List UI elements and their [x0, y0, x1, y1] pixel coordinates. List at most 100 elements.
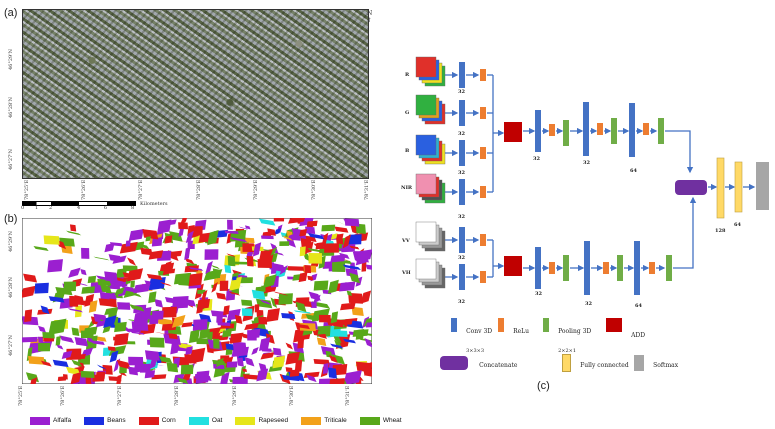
map-parcel	[181, 322, 193, 328]
map-parcel	[261, 235, 274, 240]
conv3d-block	[583, 102, 589, 156]
map-parcel	[224, 230, 239, 234]
map-parcel	[335, 233, 344, 245]
map-parcel	[184, 246, 191, 260]
x-tick: 78°29'E	[232, 385, 238, 406]
x-tick: 78°27'E	[138, 179, 144, 200]
input-image-stack	[415, 56, 437, 78]
pooling3d-block	[563, 255, 569, 281]
map-parcel	[327, 279, 339, 294]
map-parcel	[260, 351, 275, 360]
input-label-vv: VV	[402, 238, 410, 244]
map-parcel	[168, 333, 178, 340]
map-parcel	[246, 255, 254, 267]
scale-tick: 2	[49, 205, 53, 211]
map-parcel	[104, 306, 119, 316]
y-tick: 46°27'N	[8, 335, 14, 356]
add-swatch	[606, 318, 622, 332]
map-parcel	[242, 243, 255, 253]
map-parcel	[119, 366, 127, 374]
map-parcel	[148, 250, 164, 260]
legend-item-triticale: Triticale	[301, 410, 347, 429]
map-parcel	[85, 376, 92, 384]
legend-label: Wheat	[382, 417, 402, 424]
map-parcel	[171, 314, 186, 328]
map-parcel	[234, 261, 251, 265]
map-parcel	[285, 342, 293, 350]
pooling3d-block	[658, 118, 664, 144]
map-parcel	[114, 287, 125, 296]
map-parcel	[356, 249, 372, 262]
relu-block	[549, 124, 555, 136]
map-parcel	[340, 302, 356, 311]
legend-item-wheat: Wheat	[359, 410, 402, 429]
map-parcel	[146, 273, 163, 281]
map-parcel	[270, 246, 278, 256]
map-parcel	[299, 228, 308, 237]
map-parcel	[78, 282, 88, 287]
map-parcel	[342, 264, 361, 270]
map-parcel	[223, 305, 230, 316]
connector-arrow	[673, 196, 697, 269]
map-parcel	[129, 304, 145, 312]
x-tick: 78°26'E	[81, 179, 87, 200]
map-parcel	[258, 316, 268, 325]
map-parcel	[291, 235, 301, 241]
conv-label: Conv 3D	[466, 328, 493, 335]
conv3d-block	[459, 100, 465, 126]
relu-block	[480, 234, 486, 246]
map-parcel	[43, 235, 60, 245]
map-parcel	[331, 354, 346, 365]
map-parcel	[99, 284, 112, 294]
map-parcel	[249, 328, 261, 339]
map-parcel	[331, 330, 348, 337]
y-tick: 46°28'N	[8, 97, 14, 118]
map-parcel	[330, 233, 338, 240]
map-parcel	[48, 296, 65, 303]
legend-swatch	[235, 416, 256, 425]
x-tick: 78°29'E	[253, 179, 259, 200]
map-parcel	[28, 355, 45, 365]
pool-sub-label: 2×2×1	[558, 348, 577, 354]
map-parcel	[185, 346, 193, 355]
map-parcel	[113, 281, 129, 288]
map-parcel	[164, 235, 173, 244]
map-parcel	[241, 299, 253, 307]
map-parcel	[257, 259, 272, 268]
legend-label: Corn	[161, 417, 176, 424]
panel-b-label: (b)	[4, 213, 18, 225]
conv3d-block	[584, 241, 590, 295]
map-parcel	[297, 336, 305, 349]
map-parcel	[67, 308, 84, 313]
softmax-label: Softmax	[653, 362, 679, 369]
net-legend-conv: Conv 3D 3×3×3	[451, 318, 492, 356]
pool-legend-text: Pooling 3D 2×2×1	[558, 318, 591, 356]
net-legend-fc: Fully connected	[562, 352, 629, 372]
map-parcel	[267, 228, 276, 236]
map-parcel	[270, 243, 279, 254]
map-parcel	[308, 253, 323, 264]
map-parcel	[148, 291, 157, 304]
input-label-vh: VH	[402, 270, 411, 276]
map-parcel	[299, 246, 306, 257]
map-parcel	[33, 245, 49, 251]
map-parcel	[38, 325, 47, 333]
map-parcel	[211, 282, 218, 293]
map-parcel	[154, 298, 163, 308]
relu-block	[480, 147, 486, 159]
sar-image-stack	[415, 221, 437, 243]
map-parcel	[108, 376, 122, 382]
map-parcel	[281, 313, 296, 319]
map-parcel	[173, 272, 192, 285]
map-parcel	[308, 291, 321, 301]
map-parcel	[144, 350, 160, 361]
map-parcel	[146, 362, 165, 366]
legend-item-alfalfa: Alfalfa	[30, 410, 71, 429]
map-parcel	[227, 219, 233, 230]
map-parcel	[23, 273, 38, 283]
map-parcel	[278, 293, 293, 305]
map-parcel	[322, 363, 329, 374]
map-parcel	[151, 237, 163, 247]
map-parcel	[234, 314, 243, 325]
map-parcel	[270, 297, 278, 308]
